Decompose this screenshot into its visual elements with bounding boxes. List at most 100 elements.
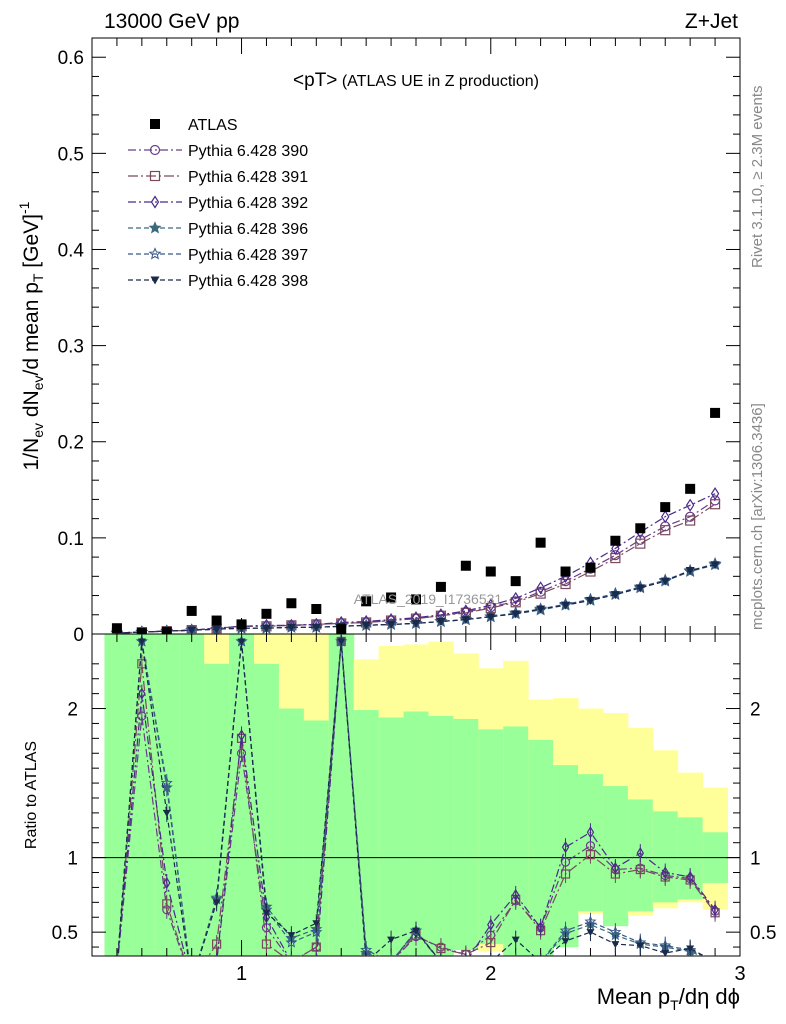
y-tick-label: 0 (73, 625, 84, 646)
marker-triangle (710, 561, 720, 570)
marker-triangle (286, 623, 296, 632)
marker-square (188, 977, 196, 985)
marker-square (461, 949, 471, 956)
marker-diamond (138, 687, 146, 700)
marker-star (515, 955, 516, 956)
marker-square (710, 407, 721, 418)
marker-diamond (487, 918, 495, 931)
marker-square (137, 659, 147, 669)
marker-star (714, 955, 716, 956)
marker-star (148, 221, 162, 234)
y-tick-label: 0.1 (58, 529, 84, 550)
marker-triangle (386, 620, 396, 629)
band-green (204, 663, 230, 956)
header-right: Z+Jet (685, 10, 738, 33)
marker-triangle (312, 920, 321, 928)
marker-star (540, 955, 541, 956)
rivet-label: Rivet 3.1.10, ≥ 2.3M events (749, 86, 766, 269)
watermark: ATLAS_2019_I1736531 (354, 591, 503, 607)
marker-circle (213, 958, 221, 966)
band-green (353, 710, 380, 956)
marker-square (150, 119, 160, 129)
y-tick-label: 0.5 (58, 144, 84, 165)
y-tick-label: 0.4 (58, 240, 85, 261)
marker-diamond (237, 729, 246, 742)
marker-diamond (163, 876, 171, 890)
marker-diamond (710, 487, 720, 501)
marker-square (261, 939, 272, 949)
band-green (428, 715, 454, 956)
marker-star (187, 976, 197, 985)
marker-star (515, 955, 516, 956)
marker-triangle (537, 959, 545, 966)
marker-triangle (586, 929, 595, 937)
marker-square (535, 588, 546, 599)
ratio-y-axis-title: Ratio to ATLAS (23, 741, 40, 849)
marker-triangle (686, 945, 695, 953)
marker-diamond (189, 976, 195, 986)
marker-triangle (387, 936, 396, 944)
marker-triangle (437, 959, 445, 966)
marker-square (560, 566, 571, 577)
marker-triangle (361, 621, 371, 630)
ratio-tick-label: 0.5 (750, 923, 776, 944)
marker-diamond (685, 498, 695, 512)
marker-star (112, 964, 122, 973)
marker-triangle (561, 601, 571, 610)
legend-label: Pythia 6.428 397 (188, 247, 308, 264)
marker-triangle (337, 638, 346, 646)
marker-triangle (685, 567, 695, 576)
marker-square (361, 596, 372, 607)
marker-triangle (462, 959, 470, 966)
marker-triangle (212, 625, 222, 634)
marker-triangle (486, 613, 496, 622)
band-green (503, 726, 529, 956)
marker-square (585, 850, 596, 860)
marker-square (436, 943, 446, 954)
marker-square (236, 619, 247, 630)
marker-triangle (660, 577, 670, 586)
marker-triangle (150, 276, 160, 285)
legend-label: Pythia 6.428 396 (188, 221, 308, 238)
marker-star (390, 955, 392, 956)
marker-triangle (611, 941, 620, 949)
legend: ATLAS Pythia 6.428 390 Pythia 6.428 391 Pyt… (128, 117, 308, 290)
y-axis-title: 1/Nev dNev/d mean pT [GeV]-1 (16, 201, 46, 470)
marker-square (161, 627, 172, 634)
band-green (378, 717, 405, 956)
marker-square (685, 483, 696, 494)
axes: 00.10.20.30.40.50.61 2 30.5 0.51 12 2 (52, 37, 776, 985)
ratio-tick-label: 0.5 (52, 923, 78, 944)
ratio-bands (92, 634, 740, 956)
marker-triangle (585, 596, 595, 605)
marker-square (311, 942, 321, 952)
chart-title: <pT> (ATLAS UE in Z production) (293, 70, 539, 91)
marker-triangle (511, 610, 521, 619)
marker-square (387, 958, 395, 966)
y-tick-label: 0.6 (58, 48, 84, 69)
marker-diamond (536, 921, 545, 934)
ratio-tick-label: 1 (750, 849, 761, 870)
marker-square (149, 170, 161, 182)
marker-star (187, 976, 197, 985)
legend-label-atlas: ATLAS (188, 117, 238, 134)
marker-triangle (287, 932, 296, 940)
marker-diamond (465, 955, 466, 956)
marker-star (390, 955, 392, 956)
marker-star (465, 955, 466, 956)
marker-triangle (113, 966, 121, 973)
marker-square (610, 535, 621, 546)
band-green (602, 786, 629, 927)
marker-square (560, 869, 571, 879)
band-green (229, 634, 255, 956)
marker-square (685, 515, 696, 526)
x-tick-label: 3 (734, 963, 745, 985)
marker-star (310, 925, 323, 938)
ratio-tick-label: 1 (67, 849, 78, 870)
marker-circle (113, 965, 121, 973)
marker-star (465, 955, 466, 956)
marker-triangle (536, 605, 546, 614)
marker-diamond (511, 591, 520, 606)
marker-triangle (411, 619, 421, 628)
marker-square (212, 939, 222, 949)
